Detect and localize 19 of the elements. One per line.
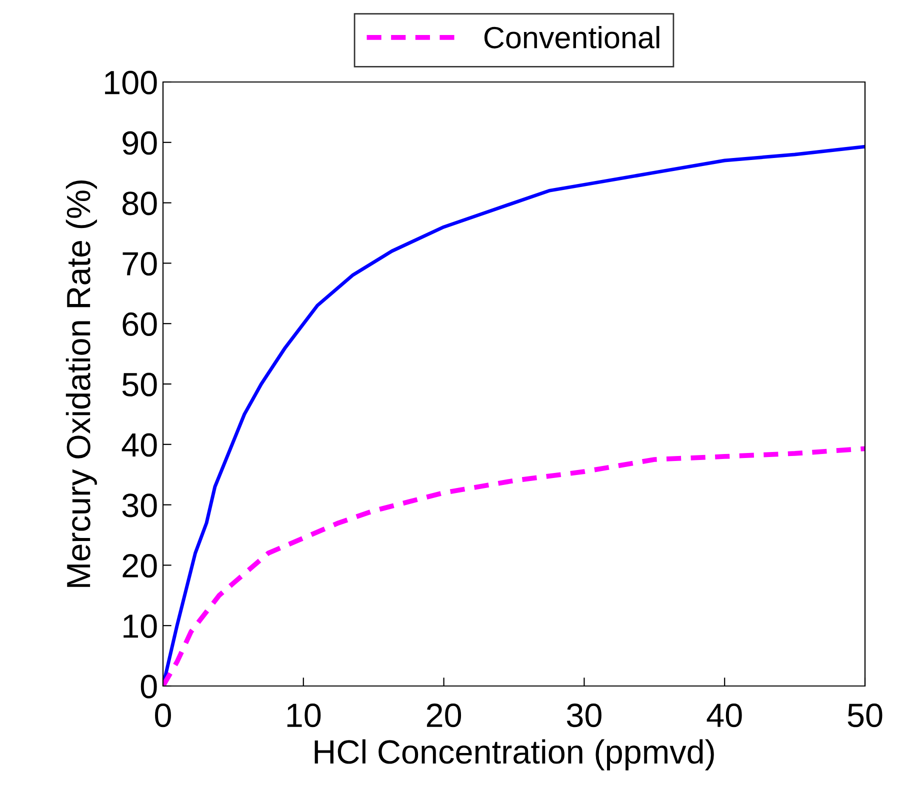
y-tick-label: 100	[105, 70, 157, 94]
y-tick-label: 70	[122, 252, 157, 276]
y-tick-label: 50	[122, 372, 157, 396]
y-axis-title: Mercury Oxidation Rate (%)	[66, 180, 97, 587]
x-tick-label: 50	[848, 704, 882, 728]
x-tick-label: 10	[287, 704, 321, 728]
y-tick-label: 30	[122, 494, 157, 518]
y-tick-label: 40	[122, 433, 157, 457]
y-tick-label: 90	[122, 131, 157, 155]
y-tick-label: 0	[140, 674, 157, 698]
x-tick-label: 20	[426, 704, 462, 728]
legend-label: Conventional	[484, 26, 660, 48]
y-tick-label: 80	[122, 192, 157, 216]
y-tick-label: 10	[124, 614, 157, 638]
x-tick-label: 30	[566, 704, 602, 728]
y-tick-label: 20	[122, 554, 157, 578]
y-tick-label: 60	[122, 312, 157, 336]
x-axis-title: HCl Concentration (ppmvd)	[314, 739, 714, 770]
x-tick-label: 40	[706, 704, 742, 728]
